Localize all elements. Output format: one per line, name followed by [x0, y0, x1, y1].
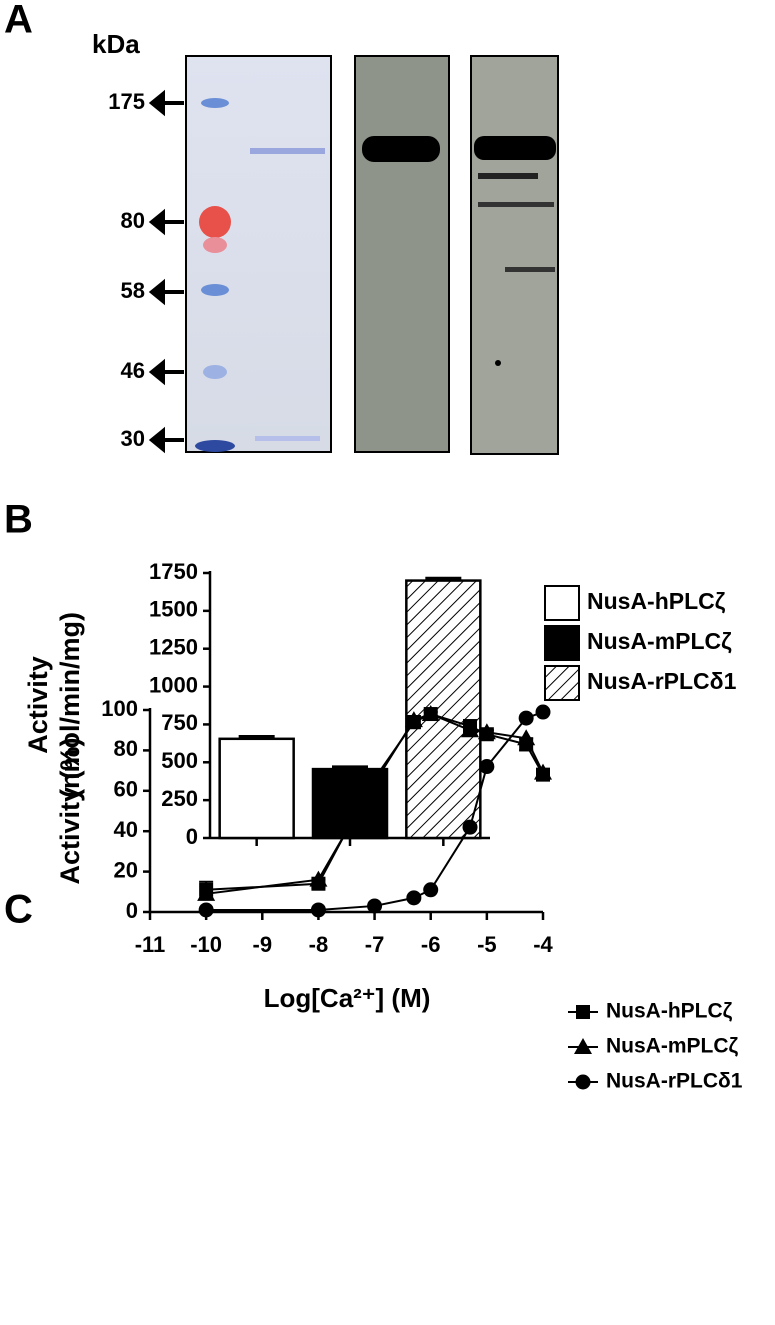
point	[423, 882, 439, 898]
marker-arrow	[148, 426, 184, 454]
legend-swatch	[544, 665, 580, 701]
y-tick-label: 1250	[149, 635, 198, 660]
marker-arrow	[148, 358, 184, 386]
y-tick-label: 1750	[149, 559, 198, 584]
point	[535, 704, 551, 720]
x-tick-label: -8	[309, 932, 329, 957]
y-tick-label: 60	[114, 777, 138, 802]
x-tick-label: -9	[253, 932, 273, 957]
y-tick-label: 500	[161, 748, 198, 773]
point	[477, 723, 496, 740]
y-axis-title: Activity (%)	[55, 737, 85, 884]
y-tick-label: 1500	[149, 597, 198, 622]
point	[309, 870, 328, 887]
bar	[405, 579, 482, 840]
point	[518, 710, 534, 726]
point	[310, 902, 326, 918]
y-tick-label: 0	[126, 898, 138, 923]
legend-marker	[576, 1005, 590, 1019]
y-axis-title: Activity	[23, 656, 53, 754]
legend-label: NusA-rPLCδ1	[606, 1070, 743, 1093]
legend-label: NusA-mPLCζ	[587, 628, 732, 654]
x-tick-label: -5	[477, 932, 497, 957]
x-axis-title: Log[Ca²⁺] (M)	[264, 983, 431, 1013]
legend-swatch	[544, 625, 580, 661]
y-tick-label: 250	[161, 786, 198, 811]
unit-label: kDa	[92, 29, 140, 59]
point	[365, 773, 384, 790]
x-tick-label: -11	[135, 932, 166, 957]
marker-arrow	[148, 208, 184, 236]
x-tick-label: -10	[190, 932, 222, 957]
legend-label: NusA-mPLCζ	[606, 1035, 739, 1058]
marker-arrow	[148, 278, 184, 306]
point	[517, 729, 536, 746]
legend-marker	[574, 1038, 592, 1054]
y-tick-label: 80	[114, 736, 138, 761]
y-tick-label: 0	[186, 824, 198, 849]
legend-label: NusA-hPLCζ	[606, 1000, 733, 1023]
point	[461, 721, 480, 738]
point	[406, 890, 422, 906]
gel-image	[185, 55, 559, 455]
y-tick-label: 40	[114, 817, 138, 842]
marker-arrow	[148, 89, 184, 117]
point	[197, 884, 216, 901]
y-axis-title: (nmol/min/mg)	[55, 612, 85, 798]
point	[479, 759, 495, 775]
y-tick-label: 1000	[149, 672, 198, 697]
y-tick-label: 20	[114, 857, 138, 882]
y-tick-label: 100	[101, 696, 138, 721]
marker-label: 46	[121, 358, 145, 383]
legend-label: NusA-rPLCδ1	[587, 668, 737, 694]
panel-label: B	[4, 498, 33, 542]
bar	[218, 737, 295, 840]
marker-label: 30	[121, 426, 145, 451]
legend-marker	[575, 1074, 591, 1090]
marker-label: 58	[121, 278, 145, 303]
legend-label: NusA-hPLCζ	[587, 588, 726, 614]
x-tick-label: -6	[421, 932, 441, 957]
legend-swatch	[544, 585, 580, 621]
point	[462, 819, 478, 835]
point	[404, 711, 423, 728]
y-tick-label: 750	[161, 710, 198, 735]
point	[534, 763, 552, 780]
panel-label: C	[4, 888, 33, 932]
x-tick-label: -4	[533, 932, 553, 957]
point	[367, 898, 383, 914]
marker-label: 80	[121, 208, 145, 233]
x-tick-label: -7	[365, 932, 385, 957]
marker-label: 175	[108, 89, 145, 114]
panel-label: A	[4, 0, 33, 42]
point	[421, 705, 440, 722]
point	[198, 902, 214, 918]
